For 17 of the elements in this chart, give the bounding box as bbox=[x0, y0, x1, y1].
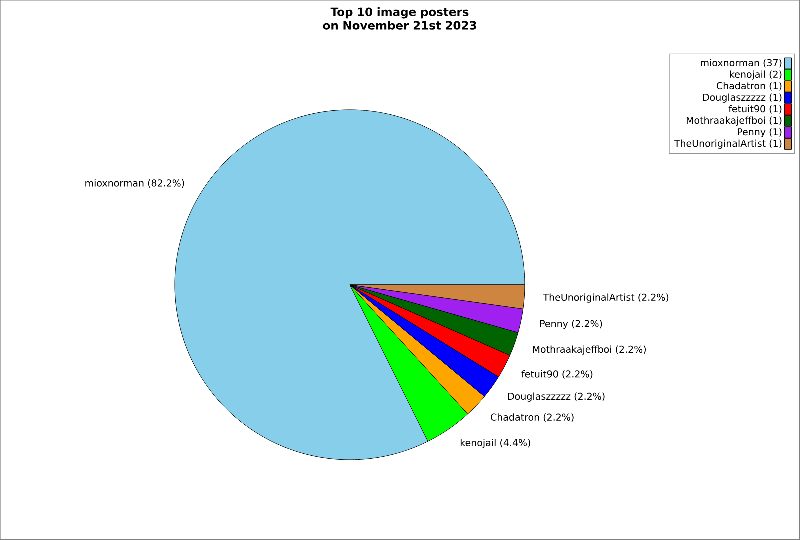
legend-label: Penny (1) bbox=[738, 128, 782, 138]
legend-label: TheUnoriginalArtist (1) bbox=[674, 140, 782, 149]
data-label: Chadatron (2.2%) bbox=[491, 414, 574, 422]
data-label: mioxnorman (82.2%) bbox=[86, 179, 184, 188]
legend-label: Mothraakajeffboi (1) bbox=[686, 116, 782, 126]
data-label: fetuit90 (2.2%) bbox=[522, 370, 593, 379]
data-label: Penny (2.2%) bbox=[540, 320, 602, 330]
data-label: Mothraakajeffboi (2.2%) bbox=[533, 346, 646, 355]
chart-title: Top 10 image posters on November 21st 2023 bbox=[323, 8, 476, 30]
data-label: TheUnoriginalArtist (2.2%) bbox=[543, 294, 669, 303]
legend-label: Douglaszzzzz (1) bbox=[703, 94, 782, 103]
legend-label: Chadatron (1) bbox=[716, 82, 782, 91]
data-label: Douglaszzzzz (2.2%) bbox=[508, 392, 605, 402]
data-label: kenojail (4.4%) bbox=[460, 439, 530, 448]
legend-label: fetuit90 (1) bbox=[728, 105, 782, 114]
legend-label: mioxnorman (37) bbox=[701, 59, 782, 68]
legend-label: kenojail (2) bbox=[730, 70, 782, 80]
